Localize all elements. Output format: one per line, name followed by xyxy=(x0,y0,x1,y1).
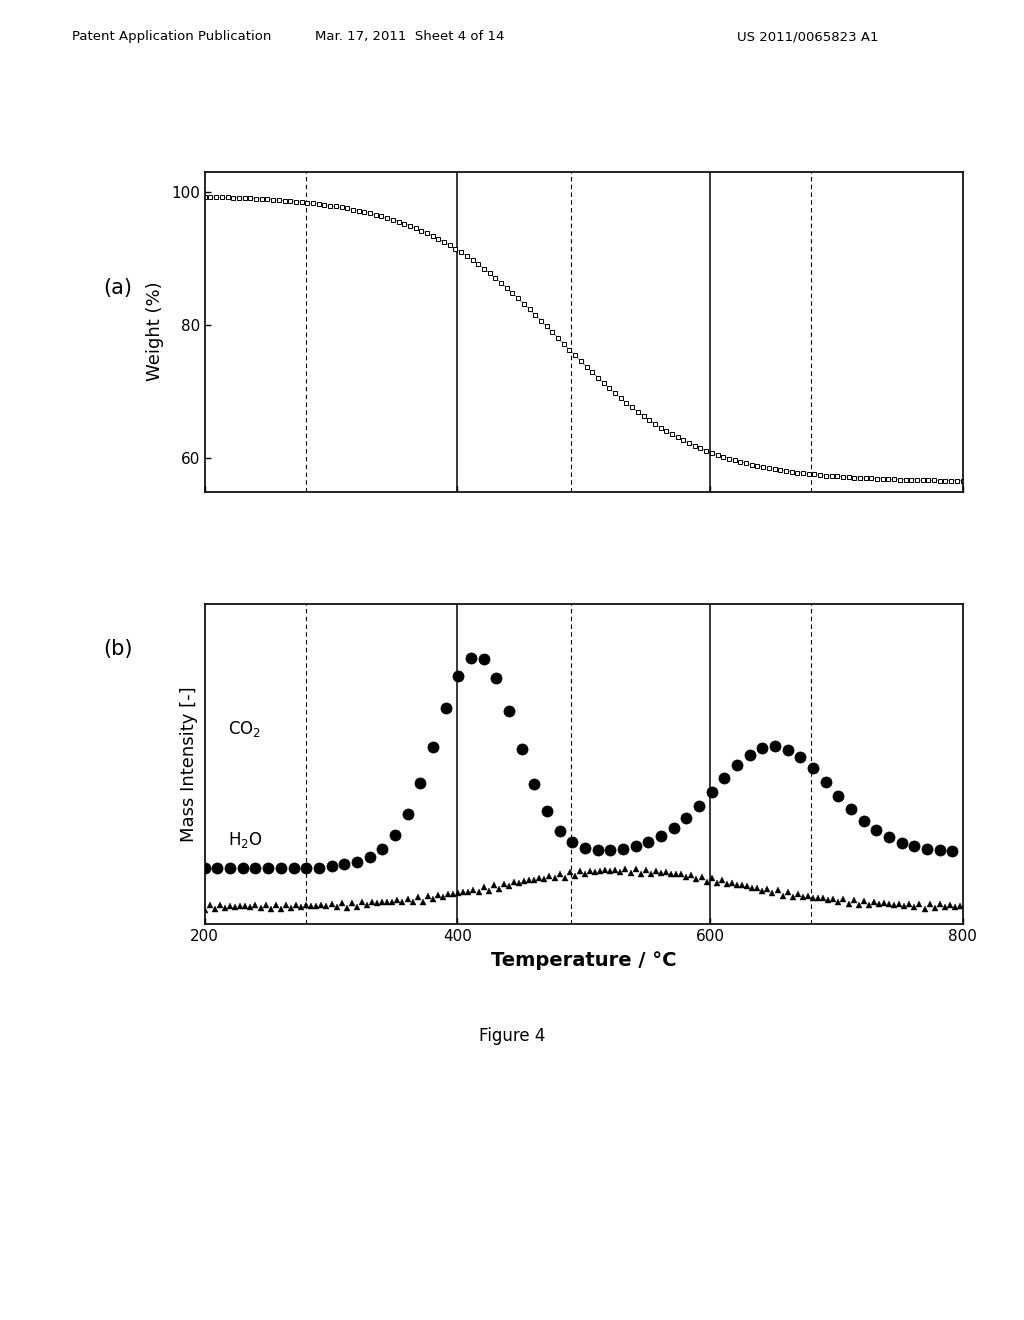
Text: Figure 4: Figure 4 xyxy=(479,1027,545,1045)
Text: Patent Application Publication: Patent Application Publication xyxy=(72,30,271,44)
X-axis label: Temperature / °C: Temperature / °C xyxy=(490,950,677,970)
Text: H$_2$O: H$_2$O xyxy=(227,830,262,850)
Text: (a): (a) xyxy=(103,277,132,298)
Y-axis label: Weight (%): Weight (%) xyxy=(146,282,164,381)
Text: Mar. 17, 2011  Sheet 4 of 14: Mar. 17, 2011 Sheet 4 of 14 xyxy=(315,30,504,44)
Text: (b): (b) xyxy=(103,639,132,660)
Text: US 2011/0065823 A1: US 2011/0065823 A1 xyxy=(737,30,879,44)
Text: CO$_2$: CO$_2$ xyxy=(227,719,261,739)
Y-axis label: Mass Intensity [-]: Mass Intensity [-] xyxy=(180,686,198,842)
